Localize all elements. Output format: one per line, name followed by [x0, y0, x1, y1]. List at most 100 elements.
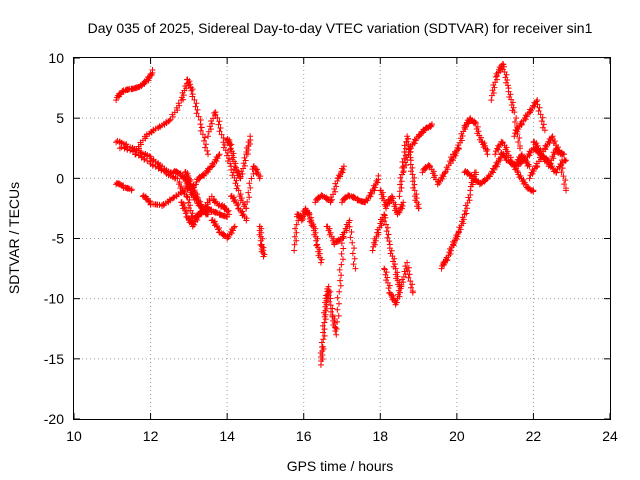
data-point: [318, 256, 325, 263]
data-point: [335, 312, 342, 319]
x-tick-label: 10: [66, 428, 82, 444]
series-arc-26: [450, 115, 491, 164]
data-point: [409, 171, 416, 178]
data-point: [539, 114, 546, 121]
data-point: [234, 202, 241, 209]
data-point: [217, 124, 224, 131]
data-point: [444, 257, 451, 264]
data-point: [338, 261, 345, 268]
data-point: [381, 265, 388, 272]
x-tick-label: 22: [526, 428, 542, 444]
data-point: [538, 118, 545, 125]
data-point: [224, 235, 231, 242]
data-point: [409, 289, 416, 296]
data-point: [191, 96, 198, 103]
data-point: [245, 189, 252, 196]
data-point: [292, 225, 299, 232]
data-point: [438, 265, 445, 272]
data-point: [332, 324, 339, 331]
data-point: [553, 169, 560, 176]
data-point: [128, 187, 135, 194]
data-point: [483, 148, 490, 155]
data-point: [215, 226, 222, 233]
data-point: [400, 279, 407, 286]
data-point: [334, 294, 341, 301]
data-point: [542, 157, 549, 164]
series-arc-8: [182, 168, 211, 218]
data-point: [557, 161, 564, 168]
data-point: [392, 265, 399, 272]
data-point: [336, 266, 343, 273]
data-point: [318, 339, 325, 346]
data-point: [327, 308, 334, 315]
data-point: [496, 144, 503, 151]
data-point: [293, 237, 300, 244]
data-point: [518, 152, 525, 159]
data-point: [381, 211, 388, 218]
x-tick-label: 14: [219, 428, 235, 444]
data-point: [541, 127, 548, 134]
data-point: [543, 143, 550, 150]
data-point: [327, 288, 334, 295]
x-tick-label: 18: [372, 428, 388, 444]
data-point: [399, 202, 406, 209]
data-point: [534, 101, 541, 108]
data-point: [364, 197, 371, 204]
data-point: [226, 155, 233, 162]
data-point: [537, 111, 544, 118]
data-point: [321, 319, 328, 326]
data-point: [118, 144, 125, 151]
data-point: [241, 154, 248, 161]
data-point: [189, 93, 196, 100]
series-arc-29: [492, 138, 537, 195]
data-point: [396, 193, 403, 200]
data-point: [332, 188, 339, 195]
y-tick-label: -5: [52, 231, 65, 247]
data-point: [409, 281, 416, 288]
data-point: [144, 157, 151, 164]
data-point: [205, 133, 211, 140]
data-point: [521, 156, 528, 163]
data-point: [526, 163, 533, 170]
data-point: [558, 169, 565, 176]
series-arc-19: [369, 211, 403, 290]
data-point: [396, 209, 403, 216]
series-arc-16: [312, 163, 347, 206]
series-arc-23: [400, 121, 435, 176]
data-point: [467, 187, 474, 194]
data-point: [149, 162, 156, 169]
data-point: [499, 61, 506, 68]
data-point: [407, 148, 414, 155]
data-point: [214, 114, 221, 121]
data-point: [501, 63, 508, 70]
data-point: [336, 288, 343, 295]
data-point: [406, 271, 413, 278]
data-point: [318, 192, 325, 199]
y-axis-label: SDTVAR / TECUs: [6, 182, 22, 294]
data-point: [536, 104, 543, 111]
data-point: [526, 175, 533, 182]
data-point: [560, 173, 567, 180]
data-point: [510, 104, 517, 111]
data-point: [224, 208, 231, 215]
data-point: [530, 187, 537, 194]
data-point: [508, 158, 515, 165]
data-point: [517, 172, 524, 179]
data-point: [451, 240, 458, 247]
data-point: [561, 181, 568, 188]
data-point: [234, 182, 241, 189]
data-point: [123, 141, 130, 148]
data-point: [528, 107, 535, 114]
data-point: [175, 100, 182, 107]
data-point: [559, 157, 566, 164]
data-point: [535, 108, 542, 115]
data-point: [388, 247, 395, 254]
data-point: [225, 234, 232, 241]
data-point: [511, 133, 518, 140]
chart-title: Day 035 of 2025, Sidereal Day-to-day VTE…: [88, 20, 593, 36]
series-arc-13: [256, 223, 268, 260]
data-point: [226, 211, 233, 218]
y-tick-label: -15: [44, 351, 64, 367]
data-point: [345, 192, 352, 199]
data-point: [436, 180, 443, 187]
